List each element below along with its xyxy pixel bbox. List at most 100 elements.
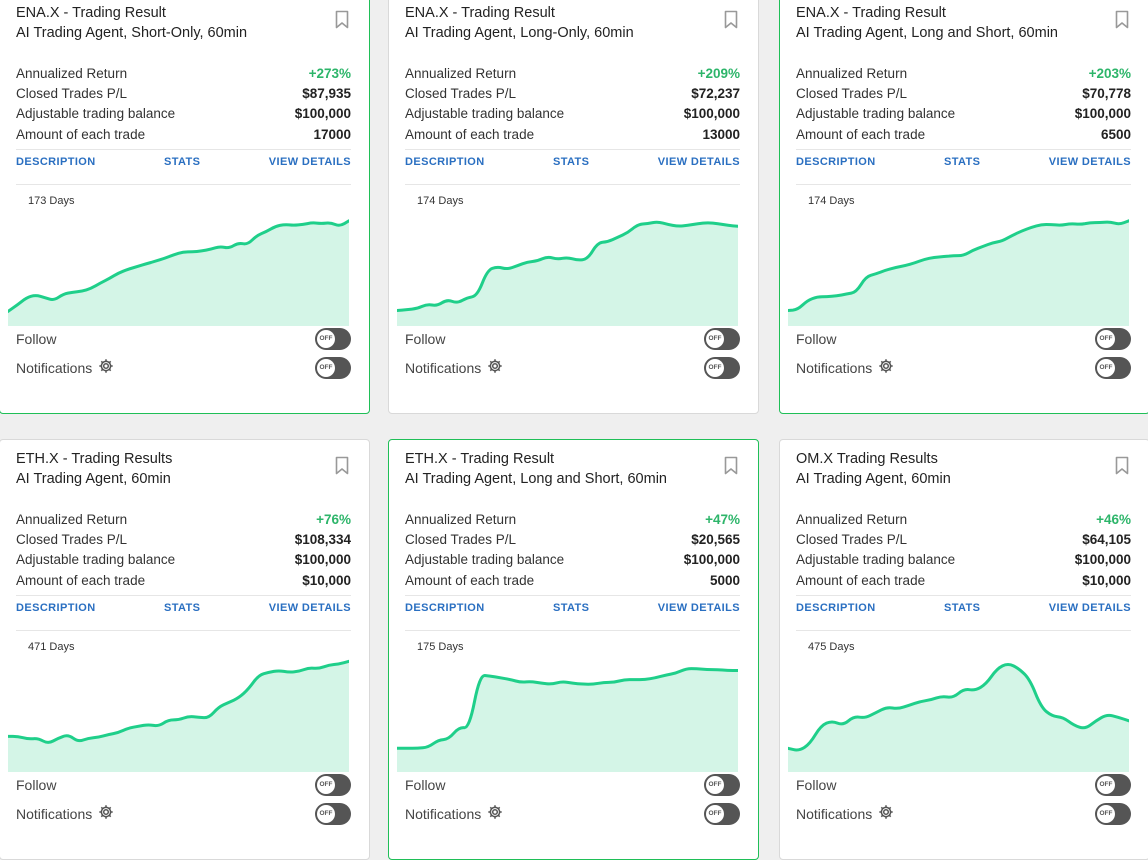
annualized-return-value: +47% (705, 511, 740, 527)
follow-toggle-state: OFF (317, 329, 335, 348)
performance-chart-svg (397, 667, 738, 772)
days-label: 173 Days (28, 195, 75, 207)
view-details-link[interactable]: VIEW DETAILS (268, 156, 351, 168)
card-toggles: Follow OFF Notifications OFF (16, 324, 351, 382)
amount-value: 5000 (709, 572, 740, 588)
card-title-block: ETH.X - Trading Results AI Trading Agent… (16, 450, 172, 489)
follow-toggle[interactable]: OFF (315, 327, 351, 350)
card-title: OM.X Trading Results (796, 451, 938, 467)
card-title-block: ENA.X - Trading Result AI Trading Agent,… (796, 4, 1058, 43)
stats-link[interactable]: STATS (163, 156, 201, 168)
days-label: 174 Days (808, 195, 855, 207)
annualized-return-value: +46% (1096, 511, 1131, 527)
gear-icon[interactable] (98, 804, 114, 823)
balance-label: Adjustable trading balance (796, 106, 956, 122)
notifications-label: Notifications (796, 359, 873, 376)
chart-area (8, 661, 349, 772)
stats-link[interactable]: STATS (552, 156, 590, 168)
annualized-return-value: +273% (308, 65, 351, 81)
bookmark-icon[interactable] (724, 10, 738, 34)
view-details-link[interactable]: VIEW DETAILS (657, 602, 740, 614)
annualized-return-value: +203% (1088, 65, 1131, 81)
view-details-link[interactable]: VIEW DETAILS (1048, 602, 1131, 614)
notifications-label: Notifications (16, 805, 93, 822)
performance-chart-svg (788, 663, 1129, 772)
gear-icon[interactable] (487, 358, 503, 377)
chart-line (788, 663, 1129, 752)
card-title: ETH.X - Trading Result (405, 451, 555, 467)
follow-toggle[interactable]: OFF (1095, 327, 1131, 350)
closed-pl-value: $20,565 (691, 531, 740, 547)
performance-chart-svg (8, 659, 349, 772)
description-link[interactable]: DESCRIPTION (796, 602, 876, 614)
annualized-return-value: +209% (697, 65, 740, 81)
bookmark-icon[interactable] (1115, 10, 1129, 34)
notifications-toggle[interactable]: OFF (704, 802, 740, 825)
amount-row: Amount of each trade $10,000 (796, 570, 1131, 590)
notifications-row: Notifications OFF (405, 353, 740, 382)
balance-label: Adjustable trading balance (16, 552, 176, 568)
stats-rows: Annualized Return +46% Closed Trades P/L… (796, 509, 1131, 590)
gear-icon[interactable] (878, 804, 894, 823)
bookmark-icon[interactable] (335, 10, 349, 34)
follow-toggle[interactable]: OFF (704, 773, 740, 796)
follow-toggle[interactable]: OFF (704, 327, 740, 350)
view-details-link[interactable]: VIEW DETAILS (1048, 156, 1131, 168)
view-details-link[interactable]: VIEW DETAILS (268, 602, 351, 614)
performance-chart-svg (397, 220, 738, 326)
notifications-row: Notifications OFF (16, 353, 351, 382)
notifications-toggle[interactable]: OFF (1095, 356, 1131, 379)
description-link[interactable]: DESCRIPTION (796, 156, 876, 168)
chart-line (397, 220, 738, 312)
closed-pl-row: Closed Trades P/L $87,935 (16, 83, 351, 103)
notifications-toggle[interactable]: OFF (1095, 802, 1131, 825)
card-subtitle: AI Trading Agent, Long and Short, 60min (405, 470, 667, 487)
follow-toggle[interactable]: OFF (315, 773, 351, 796)
description-link[interactable]: DESCRIPTION (405, 602, 485, 614)
notifications-toggle[interactable]: OFF (704, 356, 740, 379)
notifications-row: Notifications OFF (796, 799, 1131, 828)
view-details-link[interactable]: VIEW DETAILS (657, 156, 740, 168)
description-link[interactable]: DESCRIPTION (16, 156, 96, 168)
stats-link[interactable]: STATS (943, 156, 981, 168)
gear-icon[interactable] (487, 804, 503, 823)
notifications-label-wrap: Notifications (16, 804, 114, 823)
stats-link[interactable]: STATS (163, 602, 201, 614)
chart-area (788, 664, 1129, 772)
amount-label: Amount of each trade (405, 572, 535, 588)
stats-link[interactable]: STATS (552, 602, 590, 614)
follow-row: Follow OFF (405, 770, 740, 799)
bookmark-icon[interactable] (724, 456, 738, 480)
chart-line (8, 659, 349, 744)
gear-icon[interactable] (878, 358, 894, 377)
description-link[interactable]: DESCRIPTION (16, 602, 96, 614)
notifications-toggle[interactable]: OFF (315, 356, 351, 379)
follow-label: Follow (796, 776, 837, 793)
balance-label: Adjustable trading balance (796, 552, 956, 568)
follow-toggle-state: OFF (1097, 329, 1115, 348)
card-links: DESCRIPTION STATS VIEW DETAILS (405, 602, 740, 614)
balance-row: Adjustable trading balance $100,000 (405, 550, 740, 570)
follow-row: Follow OFF (16, 324, 351, 353)
divider (405, 184, 740, 185)
bookmark-icon[interactable] (335, 456, 349, 480)
divider (16, 630, 351, 631)
follow-row: Follow OFF (796, 770, 1131, 799)
amount-value: 6500 (1100, 126, 1131, 142)
stats-link[interactable]: STATS (943, 602, 981, 614)
balance-value: $100,000 (294, 552, 351, 568)
amount-label: Amount of each trade (16, 572, 146, 588)
notifications-toggle[interactable]: OFF (315, 802, 351, 825)
divider (405, 149, 740, 150)
description-link[interactable]: DESCRIPTION (405, 156, 485, 168)
closed-pl-value: $72,237 (691, 85, 740, 101)
performance-chart (397, 650, 738, 772)
follow-toggle[interactable]: OFF (1095, 773, 1131, 796)
gear-icon[interactable] (98, 358, 114, 377)
notifications-toggle-state: OFF (317, 804, 335, 823)
bookmark-icon[interactable] (1115, 456, 1129, 480)
card-links: DESCRIPTION STATS VIEW DETAILS (405, 156, 740, 168)
annualized-return-value: +76% (316, 511, 351, 527)
notifications-label: Notifications (796, 805, 873, 822)
